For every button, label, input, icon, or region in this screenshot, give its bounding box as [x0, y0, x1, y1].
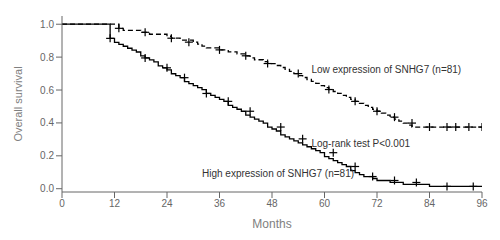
svg-text:Months: Months [252, 217, 291, 231]
svg-text:0.0: 0.0 [40, 183, 54, 194]
svg-text:84: 84 [424, 198, 436, 209]
svg-text:60: 60 [319, 198, 331, 209]
svg-text:12: 12 [109, 198, 121, 209]
svg-text:72: 72 [371, 198, 383, 209]
svg-text:Overall survival: Overall survival [12, 66, 24, 141]
svg-text:Low expression of SNHG7 (n=81): Low expression of SNHG7 (n=81) [311, 64, 461, 75]
svg-text:0.4: 0.4 [40, 117, 54, 128]
svg-text:0.2: 0.2 [40, 150, 54, 161]
svg-text:48: 48 [266, 198, 278, 209]
svg-text:Log-rank test P<0.001: Log-rank test P<0.001 [311, 138, 410, 149]
svg-text:0.8: 0.8 [40, 52, 54, 63]
svg-text:High expression of SNHG7 (n=81: High expression of SNHG7 (n=81) [202, 168, 354, 179]
svg-text:0: 0 [59, 198, 65, 209]
svg-text:36: 36 [214, 198, 226, 209]
svg-text:0.6: 0.6 [40, 85, 54, 96]
svg-text:1.0: 1.0 [40, 19, 54, 30]
svg-text:24: 24 [161, 198, 173, 209]
svg-text:96: 96 [476, 198, 488, 209]
